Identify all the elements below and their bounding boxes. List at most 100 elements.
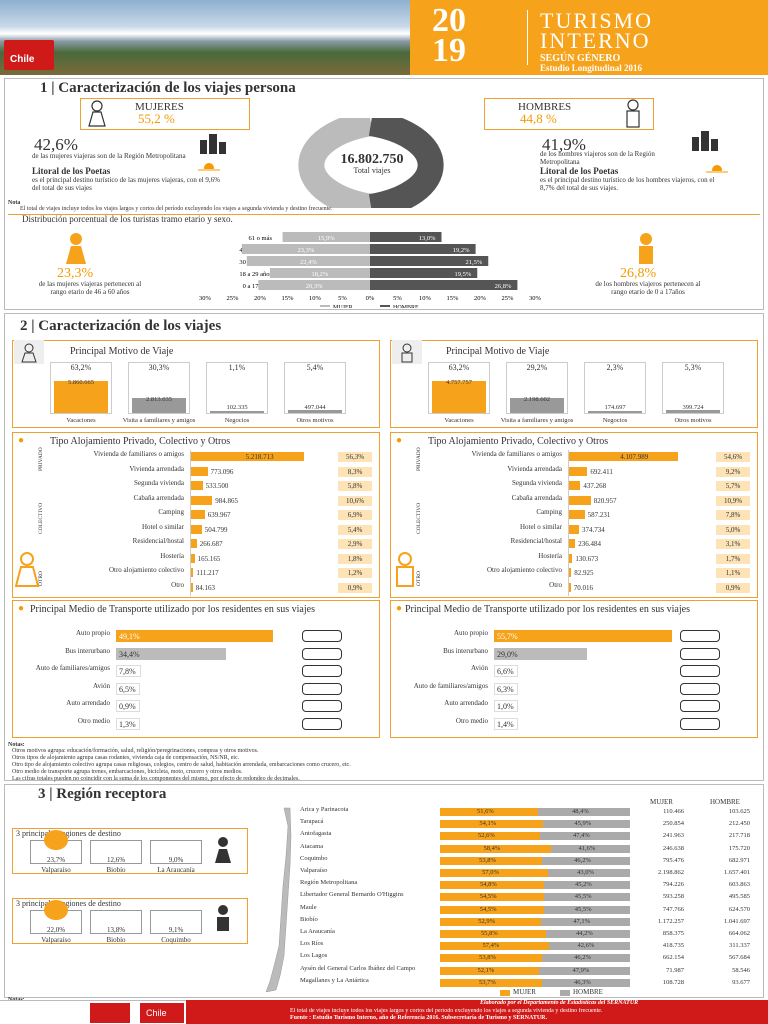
x-tick-label: 10% — [309, 295, 322, 302]
aloj-bar — [191, 539, 197, 548]
region-val-h: 58.546 — [732, 966, 750, 974]
h-age-icon — [632, 232, 660, 266]
h-age-pct: 26,8% — [620, 266, 657, 281]
aloj-value: 70.016 — [573, 583, 594, 592]
m-aloj-title: Tipo Alojamiento Privado, Colectivo y Ot… — [50, 436, 231, 447]
bar-mujer — [246, 256, 370, 266]
region-bar-m — [440, 978, 543, 987]
region-pct-h: 45,9% — [574, 820, 592, 828]
h-building-icon — [690, 131, 720, 151]
footer-text-band — [186, 1000, 768, 1024]
vehicle-icon — [680, 700, 720, 712]
motivo-bar — [666, 410, 720, 413]
aloj-row-label: Cabaña arrendada — [511, 493, 562, 502]
x-tick-label: 20% — [474, 295, 487, 302]
trans-pct: 1,3% — [119, 719, 136, 729]
h-rm-pct: 41,9% — [542, 135, 586, 154]
section-3 — [4, 784, 764, 998]
m-building-icon — [198, 134, 228, 154]
aloj-value: 820.957 — [593, 496, 617, 505]
region-pct-m: 57,0% — [482, 869, 499, 876]
top-region-pct: 22,0% — [46, 926, 66, 934]
vehicle-icon — [680, 665, 720, 677]
region-pct-m: 57,4% — [482, 942, 500, 950]
aloj-pct: 0,9% — [716, 582, 750, 593]
trans-row-label: Auto arrendado — [444, 699, 488, 707]
aloj-pct: 5,8% — [338, 481, 372, 491]
region-val-h: 682.971 — [728, 856, 750, 864]
motivo-label: Vacaciones — [66, 417, 96, 424]
top-region-pct: 13,8% — [106, 926, 126, 934]
h-trans-title: Principal Medio de Transporte utilizado … — [405, 604, 690, 615]
x-tick-label: 30% — [529, 295, 542, 302]
motivo-col-box — [206, 362, 268, 414]
age-category-label: 18 a 29 años — [239, 271, 272, 278]
motivo-pct: 63,2% — [70, 363, 92, 372]
bar-mujer-label: 23,3% — [298, 247, 315, 254]
region-name: Maule — [300, 903, 317, 911]
m-age-pct: 23,3% — [57, 266, 94, 281]
x-tick-label: 30% — [199, 295, 212, 302]
region-bar-h — [542, 856, 630, 865]
top-region-pct: 23,7% — [46, 856, 66, 864]
region-pct-h: 43,0% — [577, 869, 594, 876]
trans-bar — [494, 717, 518, 730]
aloj-bar — [569, 568, 572, 577]
aloj-group-label: PRIVADO — [38, 447, 44, 471]
motivo-value: 4.757.757 — [446, 379, 472, 387]
motivo-col-box — [428, 362, 490, 414]
aloj-value: 374.734 — [582, 525, 605, 534]
region-name: Los Ríos — [300, 940, 324, 948]
motivo-bar — [588, 411, 642, 413]
bar-hombre-label: 21,5% — [465, 259, 482, 266]
top-region-name: Biobío — [106, 936, 126, 944]
region-pct-m: 52,1% — [477, 966, 495, 974]
region-val-m: 246.638 — [662, 844, 684, 852]
region-pct-h: 45,5% — [574, 905, 592, 913]
bar-hombre-label: 19,2% — [453, 247, 470, 254]
trans-row-label: Avión — [471, 664, 488, 672]
vehicle-icon — [302, 630, 342, 642]
h-motivo-title: Principal Motivo de Viaje — [446, 346, 550, 357]
aloj-bar — [569, 510, 585, 519]
region-legend-h-swatch — [560, 990, 570, 996]
header-banner — [410, 0, 768, 75]
region-bar-h — [542, 978, 630, 987]
x-tick-label: 25% — [502, 295, 515, 302]
age-category-label: 0 a 17 años — [243, 283, 273, 290]
m-age-icon — [62, 232, 90, 266]
vehicle-icon — [302, 647, 342, 660]
aloj-bar — [569, 524, 579, 534]
trans-row-label: Otro medio — [77, 716, 110, 725]
vehicle-icon — [680, 630, 720, 642]
header-sub-1: SEGÚN GÉNERO — [540, 53, 621, 64]
region-pct-m: 54,8% — [480, 881, 497, 889]
region-name: Región Metropolitana — [300, 879, 358, 887]
trans-bar — [116, 665, 141, 677]
legend-mujer: MUJER — [333, 305, 353, 308]
x-tick-label: 5% — [393, 295, 402, 302]
region-name: Biobío — [300, 915, 318, 923]
aloj-pct: 54,6% — [716, 452, 750, 462]
region-name: Aysén del General Carlos Ibáñez del Camp… — [300, 964, 416, 972]
motivo-label: Visita a familiares y amigos — [122, 417, 196, 424]
mujeres-label: MUJERES — [135, 101, 184, 113]
aloj-value: 984.865 — [215, 496, 238, 505]
m-rm-pct: 42,6% — [34, 135, 78, 154]
motivo-pct: 1,1% — [228, 363, 246, 372]
top-region-pct: 9,1% — [168, 926, 184, 934]
region-val-m: 593.258 — [662, 893, 684, 901]
aloj-pct: 1,2% — [338, 568, 372, 578]
aloj-bar — [569, 582, 571, 592]
motivo-col-box — [584, 362, 646, 414]
m-litoral-title: Litoral de los Poetas — [32, 166, 111, 176]
region-pct-h: 45,2% — [575, 881, 592, 889]
bar-mujer — [241, 244, 370, 254]
aloj-pct: 56,3% — [338, 452, 372, 462]
motivo-col-box — [506, 362, 568, 414]
aloj-row-label: Cabaña arrendada — [133, 493, 184, 502]
region-val-h: 217.718 — [728, 832, 750, 840]
h-litoral-text: es el principal destino turístico de los… — [540, 176, 715, 192]
x-tick-label: 5% — [338, 295, 347, 302]
x-tick-label: 15% — [282, 295, 295, 302]
